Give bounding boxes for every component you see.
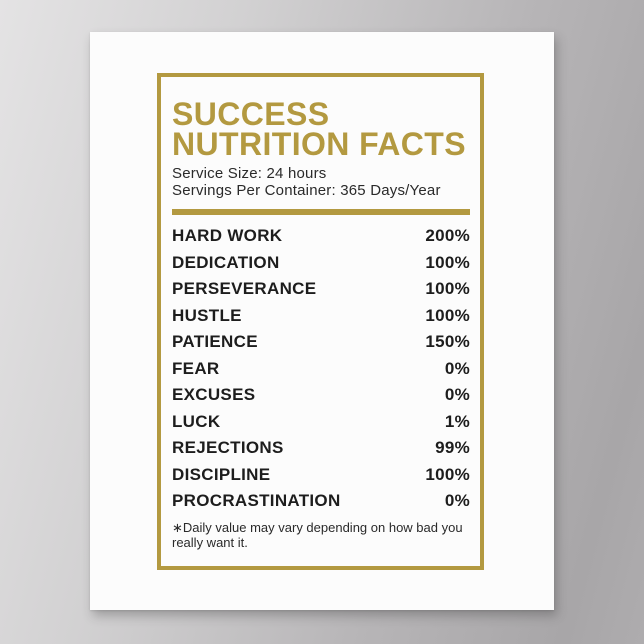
fact-label: LUCK (172, 411, 221, 431)
fact-value: 0% (444, 358, 470, 378)
servings-per-container-text: Servings Per Container: 365 Days/Year (172, 182, 441, 199)
serving-size-text: Service Size: 24 hours (172, 165, 327, 182)
divider-bar (172, 209, 470, 215)
fact-row: PATIENCE 150% (172, 329, 470, 356)
poster-title-line1: SUCCESS (172, 96, 330, 132)
fact-value: 99% (435, 438, 470, 458)
fact-row: LUCK 1% (172, 409, 470, 436)
footnote-line2: really want it. (172, 534, 248, 550)
fact-label: EXCUSES (172, 385, 256, 405)
fact-row: DEDICATION 100% (172, 250, 470, 277)
fact-value: 1% (444, 411, 470, 431)
fact-value: 100% (425, 279, 470, 299)
fact-row: PROCRASTINATION 0% (172, 488, 470, 515)
fact-row: DISCIPLINE 100% (172, 462, 470, 489)
footnote-line1: ∗Daily value may vary depending on how b… (172, 519, 463, 535)
fact-value: 100% (425, 464, 470, 484)
serving-info: Service Size: 24 hours Servings Per Cont… (172, 165, 470, 199)
fact-value: 100% (425, 252, 470, 272)
fact-label: PATIENCE (172, 332, 258, 352)
fact-label: DISCIPLINE (172, 464, 271, 484)
fact-label: HUSTLE (172, 305, 242, 325)
fact-label: PERSEVERANCE (172, 279, 317, 299)
fact-value: 0% (444, 491, 470, 511)
fact-value: 150% (425, 332, 470, 352)
fact-value: 0% (444, 385, 470, 405)
fact-label: PROCRASTINATION (172, 491, 341, 511)
poster-title-line2: NUTRITION FACTS (172, 126, 466, 162)
fact-row: HUSTLE 100% (172, 303, 470, 330)
fact-label: FEAR (172, 358, 220, 378)
fact-label: REJECTIONS (172, 438, 284, 458)
poster: SUCCESS NUTRITION FACTS Service Size: 24… (90, 32, 554, 610)
fact-row: EXCUSES 0% (172, 382, 470, 409)
fact-row: REJECTIONS 99% (172, 435, 470, 462)
fact-label: DEDICATION (172, 252, 280, 272)
nutrition-facts-frame: SUCCESS NUTRITION FACTS Service Size: 24… (157, 73, 484, 570)
fact-value: 200% (425, 226, 470, 246)
facts-table: HARD WORK 200% DEDICATION 100% PERSEVERA… (172, 223, 470, 515)
fact-label: HARD WORK (172, 226, 283, 246)
fact-row: FEAR 0% (172, 356, 470, 383)
daily-value-footnote: ∗Daily value may vary depending on how b… (172, 520, 470, 550)
fact-value: 100% (425, 305, 470, 325)
fact-row: HARD WORK 200% (172, 223, 470, 250)
fact-row: PERSEVERANCE 100% (172, 276, 470, 303)
poster-title: SUCCESS NUTRITION FACTS (172, 96, 470, 162)
